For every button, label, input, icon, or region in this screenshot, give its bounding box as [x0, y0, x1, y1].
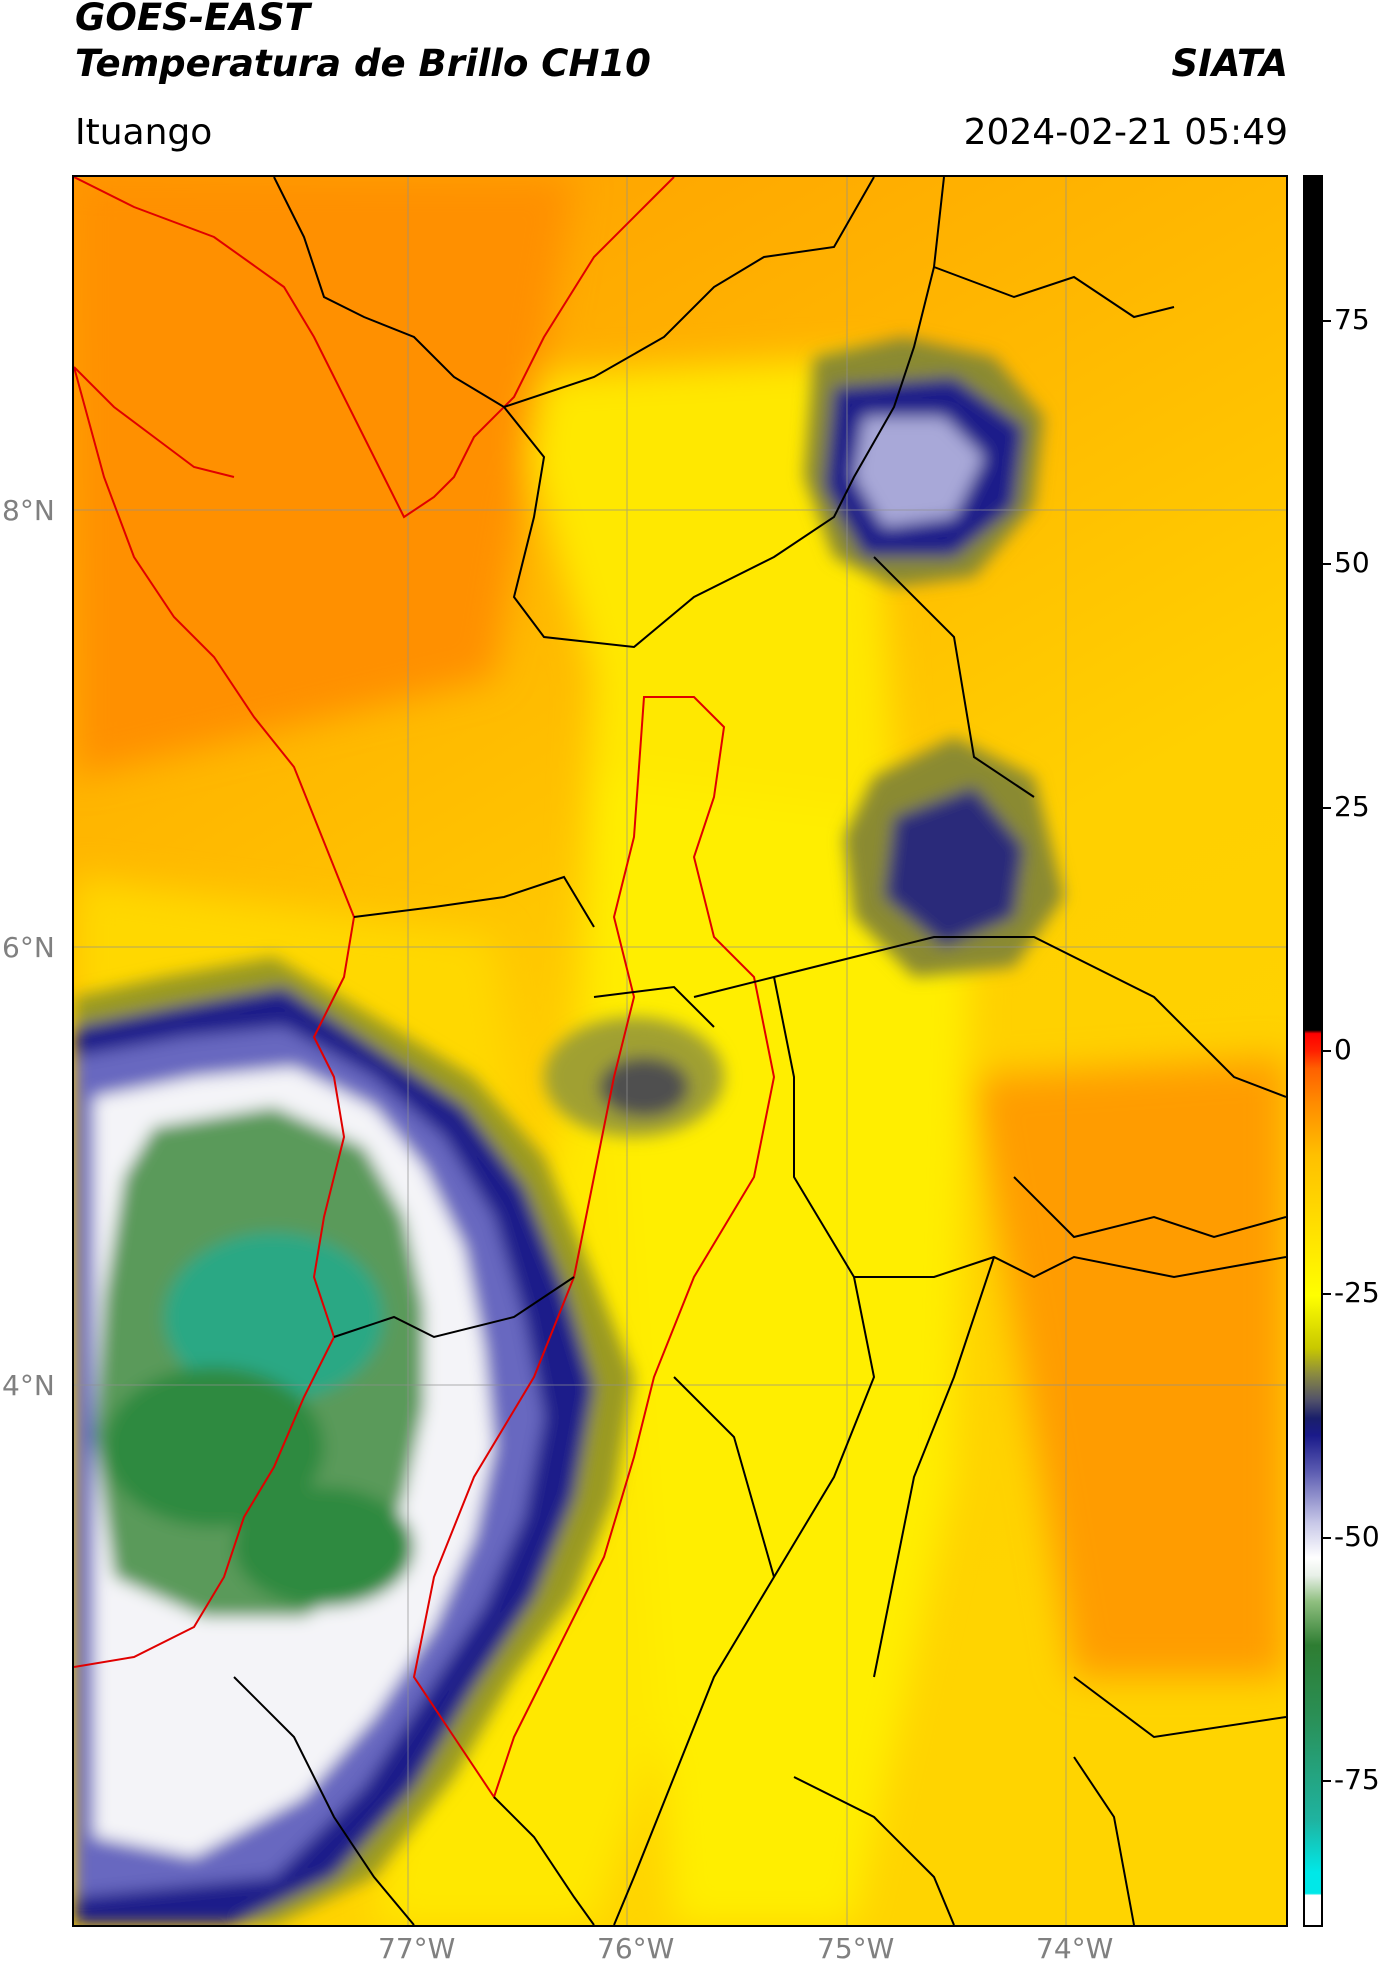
- colorbar-tick-label: -25: [1334, 1276, 1380, 1310]
- department-borders: [233, 177, 1286, 1925]
- datetime-label: 2024-02-21 05:49: [963, 112, 1288, 153]
- colorbar-tick-mark: [1323, 806, 1331, 809]
- graticule: [74, 177, 1286, 1925]
- lon-label-76w: 76°W: [597, 1932, 675, 1965]
- lat-label-8n: 8°N: [2, 494, 55, 527]
- colorbar-tick-mark: [1323, 1293, 1331, 1296]
- colorbar: [1303, 175, 1323, 1927]
- colorbar-tick-mark: [1323, 1050, 1331, 1052]
- colorbar-tick-label: 0: [1334, 1033, 1352, 1066]
- basin-outline: [412, 696, 776, 1800]
- colorbar-tick-mark: [1323, 563, 1331, 566]
- colorbar-tick-mark: [1323, 1780, 1331, 1782]
- lat-label-6n: 6°N: [2, 931, 55, 964]
- lon-label-74w: 74°W: [1036, 1932, 1114, 1965]
- product-title: Temperatura de Brillo CH10: [75, 42, 651, 85]
- lat-label-4n: 4°N: [2, 1369, 55, 1402]
- coastline: [74, 177, 675, 1668]
- lon-label-77w: 77°W: [378, 1932, 456, 1965]
- brightness-temperature-field: [74, 177, 1286, 1925]
- colorbar-tick-mark: [1323, 1536, 1331, 1539]
- agency-label: SIATA: [1171, 42, 1288, 85]
- colorbar-tick-label: -50: [1334, 1519, 1380, 1553]
- colorbar-tick-label: 75: [1334, 303, 1370, 336]
- lon-label-75w: 75°W: [817, 1932, 895, 1965]
- satellite-map[interactable]: [72, 175, 1288, 1927]
- colorbar-tick-label: 50: [1334, 546, 1370, 580]
- colorbar-tick-label: 25: [1334, 789, 1370, 823]
- colorbar-tick-label: -75: [1334, 1763, 1380, 1796]
- colorbar-tick-mark: [1323, 320, 1331, 322]
- region-label: Ituango: [75, 112, 213, 153]
- satellite-title: GOES-EAST: [75, 0, 310, 39]
